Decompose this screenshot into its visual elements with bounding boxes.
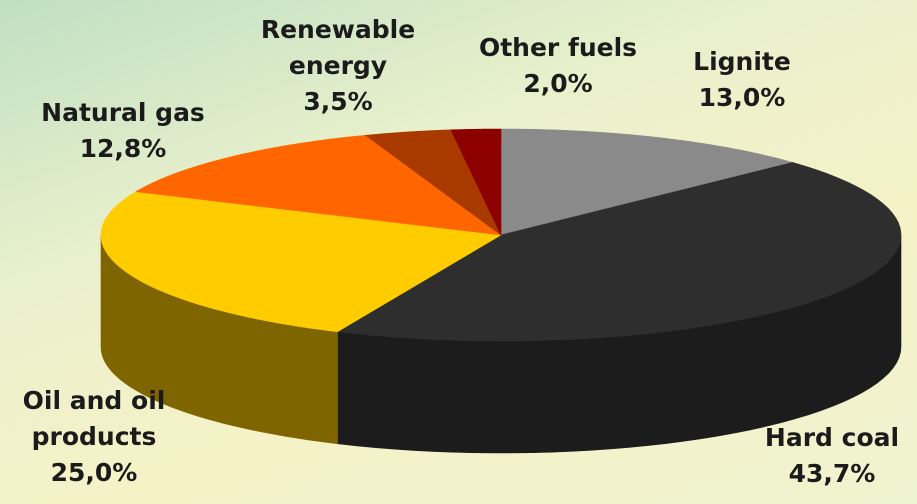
label-renewable-energy: Renewable energy 3,5%	[260, 15, 416, 116]
pie-slice-hard-coal	[336, 162, 902, 342]
label-hard-coal: Hard coal 43,7%	[764, 423, 900, 488]
label-oil-and-oil-products: Oil and oil products 25,0%	[22, 386, 166, 487]
pie-slice-natural-gas	[134, 134, 503, 236]
pie-slice-other-fuels	[450, 128, 502, 236]
pie-slice-oil-and-oil-products	[100, 191, 502, 333]
pie-slice-lignite	[500, 128, 794, 236]
label-other-fuels: Other fuels 2,0%	[478, 33, 638, 98]
label-natural-gas: Natural gas 12,8%	[41, 98, 205, 163]
label-lignite: Lignite 13,0%	[693, 47, 791, 112]
pie-slice-renewable-energy	[364, 129, 502, 236]
